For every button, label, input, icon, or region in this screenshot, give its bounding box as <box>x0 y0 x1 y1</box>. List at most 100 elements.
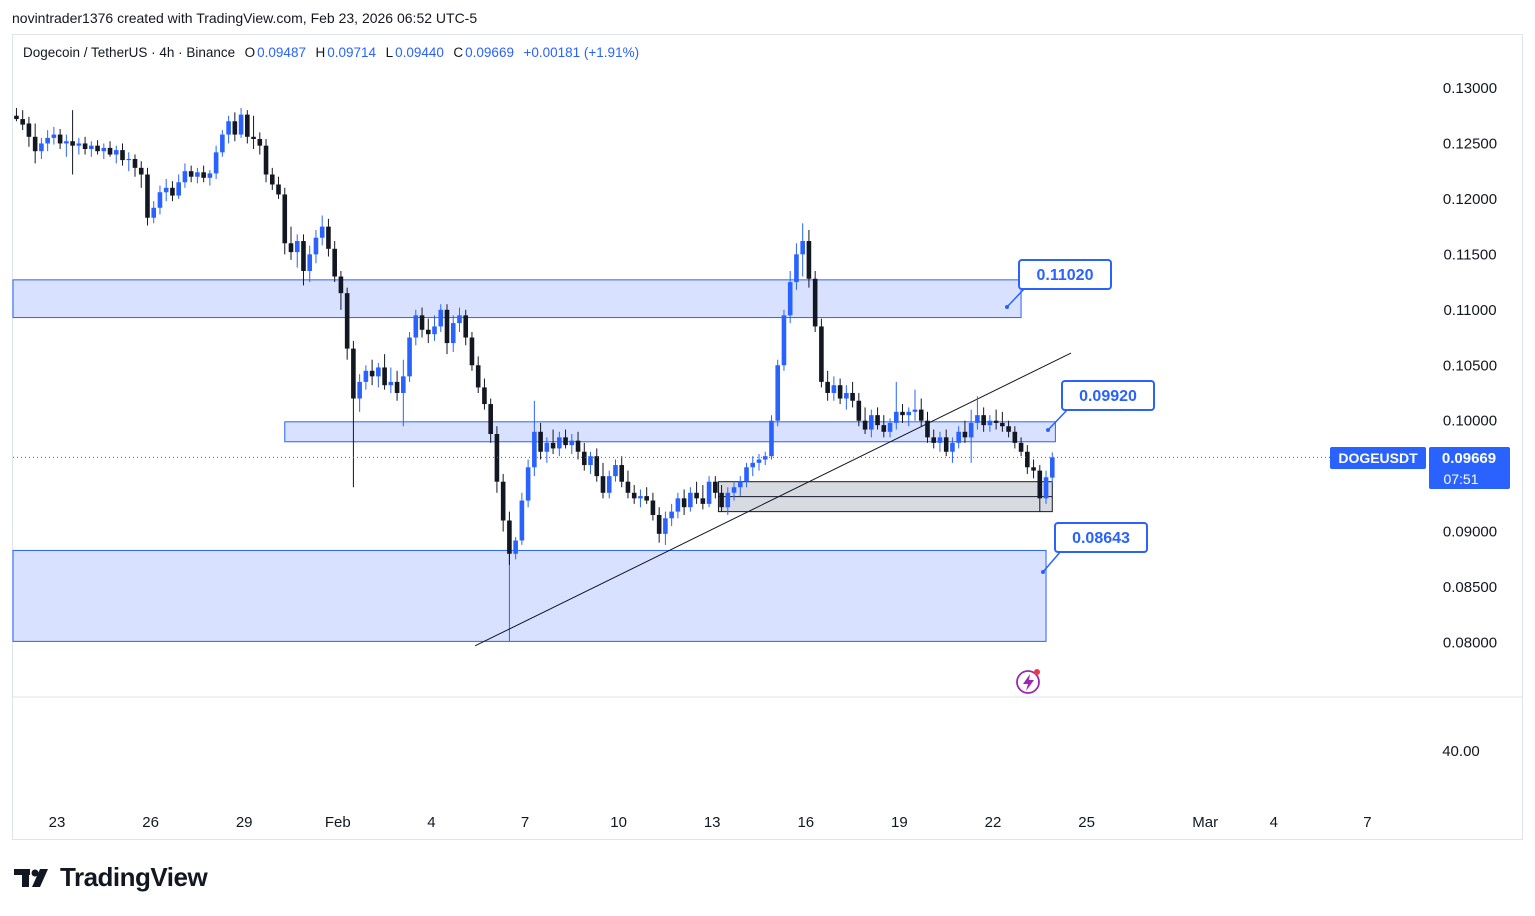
candle-body <box>850 392 855 401</box>
candle-body <box>32 136 38 152</box>
candle-body <box>600 476 606 493</box>
candle-body <box>382 367 387 386</box>
symbol-legend: Dogecoin / TetherUS · 4h · Binance O 0.09… <box>23 45 641 60</box>
price-tick-label: 0.13000 <box>1443 80 1497 97</box>
candle-body <box>993 420 999 423</box>
price-tick-label: 0.11500 <box>1443 246 1496 263</box>
trendline[interactable] <box>474 352 1072 647</box>
candle-body <box>619 465 625 482</box>
price-axis[interactable]: 0.13000 0.12500 0.12000 0.11500 0.11000 0.105… <box>1443 80 1497 652</box>
candle-body <box>469 337 475 366</box>
candle-body <box>893 411 899 423</box>
target-callout-dot <box>1041 570 1045 574</box>
candle-body <box>544 442 550 452</box>
target-callout-line <box>1042 550 1062 573</box>
candle-body <box>594 456 600 477</box>
target-labels-layer: 0.11020 0.09920 0.08643 <box>1005 259 1155 574</box>
time-tick-label: Feb <box>325 814 351 831</box>
candle-body <box>425 329 431 335</box>
candle-body <box>151 207 157 218</box>
candle-body <box>719 492 724 508</box>
indicator-value: 40.00 <box>1442 743 1480 760</box>
candle-body <box>781 315 787 366</box>
candle-body <box>806 241 812 279</box>
legend-open: 0.09487 <box>257 45 306 60</box>
candle-body <box>344 293 350 349</box>
legend-symbol[interactable]: Dogecoin / TetherUS · 4h · Binance <box>23 45 236 60</box>
candle-body <box>388 381 394 386</box>
candle-body <box>581 451 587 466</box>
zone-rect[interactable] <box>12 549 1047 642</box>
candle-body <box>513 540 518 554</box>
candle-body <box>787 282 793 316</box>
candle-body <box>656 514 662 534</box>
price-tick-label: 0.11000 <box>1443 302 1496 319</box>
candle-body <box>138 167 144 175</box>
candle-body <box>145 174 150 218</box>
time-axis[interactable]: 23 26 29 Feb 4 7 10 13 16 19 22 25 Mar 4 7 <box>49 814 1372 831</box>
candle-body <box>1025 451 1030 468</box>
time-tick-label: 4 <box>427 814 435 831</box>
candle-body <box>245 114 250 137</box>
time-tick-label: 13 <box>704 814 721 831</box>
candle-body <box>269 174 275 185</box>
candle-body <box>912 409 918 412</box>
candle-body <box>126 158 132 161</box>
trendline-layer <box>474 352 1072 647</box>
candle-body <box>176 182 181 196</box>
candle-body <box>14 115 19 120</box>
zone-rect[interactable] <box>284 421 1056 443</box>
candle-body <box>113 150 119 155</box>
candle-body <box>744 467 749 482</box>
candle-body <box>82 143 88 149</box>
candle-body <box>557 437 562 449</box>
candle-body <box>769 420 774 457</box>
last-price-value: 0.09669 <box>1442 450 1496 467</box>
candle-body <box>538 431 543 452</box>
candle-body <box>213 152 219 174</box>
candle-body <box>525 467 531 501</box>
candle-body <box>1037 470 1043 499</box>
candle-body <box>463 315 469 338</box>
candle-body <box>444 309 450 344</box>
candle-body <box>369 370 375 377</box>
candle-body <box>644 496 649 501</box>
time-tick-label: 26 <box>142 814 159 831</box>
candle-body <box>500 481 506 521</box>
target-label-text: 0.09920 <box>1079 388 1137 405</box>
candle-body <box>276 184 281 195</box>
tradingview-logo[interactable]: TradingView <box>14 862 208 893</box>
legend-close-label: C <box>453 45 464 60</box>
candle-body <box>837 385 843 399</box>
lightning-icon[interactable] <box>1016 669 1040 694</box>
candle-body <box>494 434 500 482</box>
candle-body <box>725 492 731 508</box>
candle-body <box>419 315 425 330</box>
tradingview-logo-icon <box>14 868 48 887</box>
candle-body <box>887 422 893 432</box>
chart-header: novintrader1376 created with TradingView… <box>12 10 478 26</box>
candle-body <box>569 440 575 446</box>
candle-body <box>875 415 880 426</box>
target-label-box[interactable] <box>1061 380 1155 411</box>
time-tick-label: 23 <box>49 814 66 831</box>
legend-open-label: O <box>244 45 256 60</box>
candle-body <box>663 518 668 534</box>
candle-body <box>750 462 756 468</box>
candle-body <box>20 119 25 125</box>
candle-body <box>532 431 537 468</box>
candle-body <box>1000 422 1005 427</box>
target-label-box[interactable] <box>1018 259 1112 290</box>
candle-body <box>101 147 107 152</box>
zone-rect[interactable] <box>12 279 1022 319</box>
candle-body <box>39 143 44 152</box>
legend-low: 0.09440 <box>395 45 444 60</box>
candle-body <box>1049 457 1055 478</box>
candle-body <box>625 481 631 493</box>
candle-body <box>613 465 618 477</box>
candle-body <box>107 147 113 155</box>
target-label-box[interactable] <box>1054 522 1148 553</box>
candle-body <box>631 492 637 499</box>
candle-body <box>188 171 194 177</box>
